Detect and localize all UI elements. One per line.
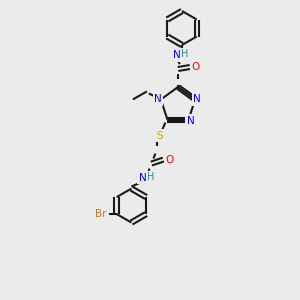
- Text: N: N: [154, 94, 162, 104]
- Text: O: O: [165, 154, 173, 165]
- Text: H: H: [181, 49, 189, 59]
- Text: N: N: [173, 50, 181, 60]
- Text: N: N: [139, 172, 146, 183]
- Text: N: N: [193, 94, 201, 104]
- Text: N: N: [187, 116, 194, 126]
- Text: Br: Br: [95, 209, 106, 219]
- Text: O: O: [192, 62, 200, 72]
- Text: H: H: [147, 172, 154, 182]
- Text: S: S: [156, 130, 163, 141]
